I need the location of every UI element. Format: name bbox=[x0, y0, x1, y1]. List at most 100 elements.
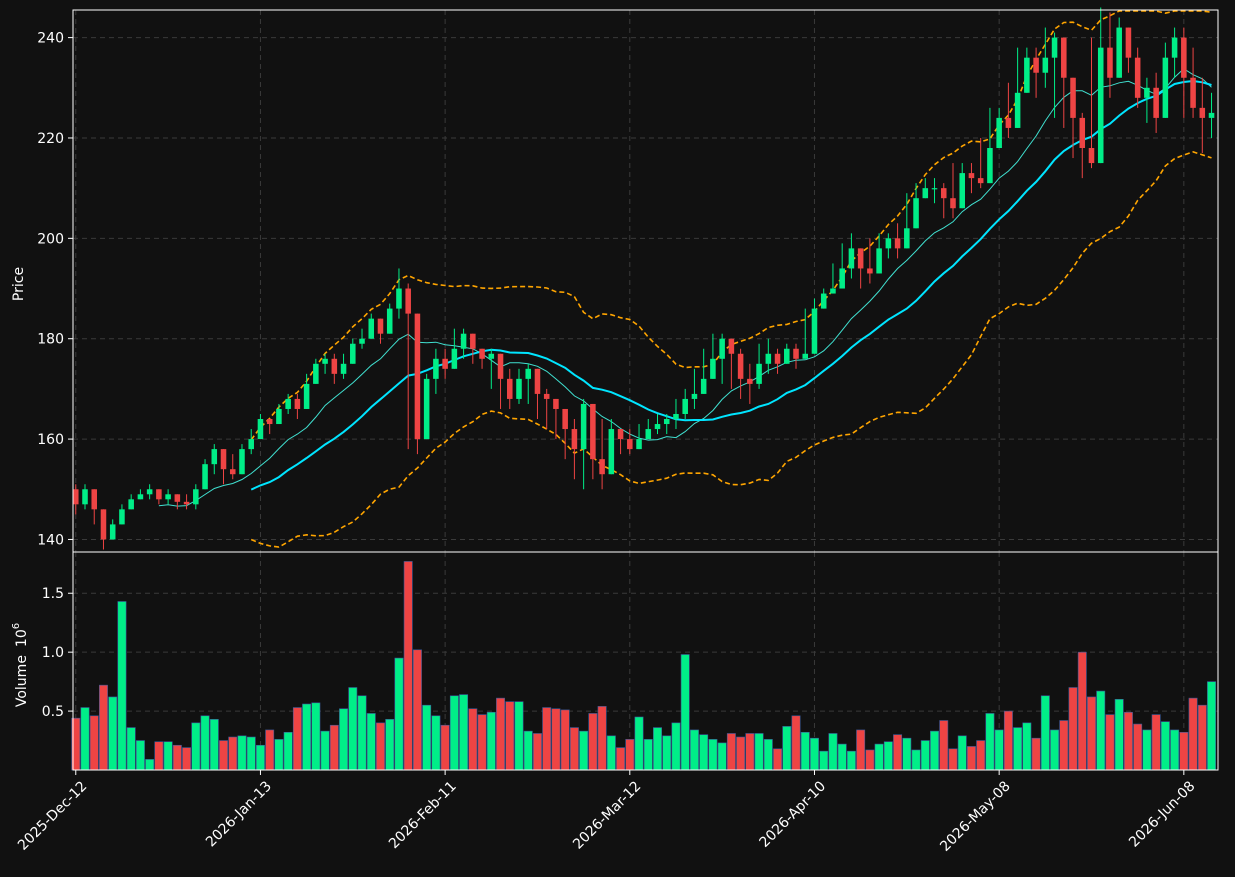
volume-bar bbox=[800, 731, 810, 771]
candle-body bbox=[119, 509, 125, 525]
candle-body bbox=[1107, 47, 1113, 78]
volume-bar bbox=[191, 722, 201, 771]
candle-body bbox=[802, 353, 809, 359]
candle-body bbox=[174, 494, 181, 502]
candle-body bbox=[1061, 37, 1067, 78]
volume-bar bbox=[1188, 697, 1198, 771]
volume-bar bbox=[1031, 737, 1041, 771]
volume-bar bbox=[1133, 723, 1143, 771]
candle-body bbox=[525, 368, 531, 379]
price-tick-label: 220 bbox=[37, 131, 64, 147]
volume-bar bbox=[99, 684, 108, 771]
volume-bar bbox=[874, 743, 884, 771]
volume-bar bbox=[533, 733, 542, 771]
candle-body bbox=[894, 238, 901, 249]
candle-body bbox=[876, 248, 882, 274]
price-panel-background bbox=[73, 10, 1218, 552]
candle-body bbox=[1070, 77, 1076, 118]
volume-panel: 0.5 1.0 1.5 Volume 106 bbox=[11, 551, 1219, 771]
volume-axis-label: Volume 106 bbox=[11, 623, 30, 707]
candle-body bbox=[183, 501, 190, 505]
candle-body bbox=[82, 489, 88, 505]
candle-body bbox=[747, 378, 753, 384]
volume-bar bbox=[699, 734, 709, 771]
candle-body bbox=[710, 358, 716, 379]
volume-bar bbox=[976, 740, 986, 771]
volume-bar bbox=[1179, 731, 1189, 771]
candle-body bbox=[590, 403, 596, 460]
volume-bar bbox=[172, 744, 182, 771]
candle-body bbox=[405, 288, 411, 314]
candle-body bbox=[202, 464, 208, 490]
candle-body bbox=[193, 489, 199, 505]
candle-body bbox=[553, 398, 559, 409]
price-tick-label: 180 bbox=[37, 332, 64, 348]
volume-bar bbox=[597, 706, 607, 771]
volume-bar bbox=[255, 744, 265, 771]
candle-body bbox=[322, 358, 328, 364]
candle-body bbox=[1153, 87, 1159, 118]
volume-bar bbox=[311, 702, 321, 771]
volume-bar bbox=[579, 730, 589, 771]
volume-bar bbox=[145, 759, 155, 771]
candle-body bbox=[1014, 92, 1021, 128]
volume-bar bbox=[745, 733, 755, 771]
volume-bar bbox=[939, 720, 949, 771]
price-axis-label: Price bbox=[11, 267, 27, 301]
volume-bar bbox=[717, 742, 727, 771]
volume-bar bbox=[810, 737, 819, 771]
candles bbox=[73, 7, 1215, 550]
volume-bar bbox=[1059, 720, 1069, 771]
volume-bar bbox=[514, 701, 524, 771]
candle-body bbox=[839, 268, 845, 289]
candle-body bbox=[996, 117, 1002, 149]
volume-bar bbox=[634, 716, 644, 771]
volume-bar bbox=[1077, 651, 1087, 771]
volume-bar bbox=[182, 747, 192, 771]
volume-bar bbox=[228, 736, 238, 771]
volume-bar bbox=[108, 696, 118, 771]
candle-body bbox=[617, 429, 624, 440]
candle-body bbox=[128, 499, 134, 510]
volume-bar bbox=[431, 715, 441, 771]
candle-body bbox=[904, 228, 910, 249]
volume-bar bbox=[1207, 681, 1216, 771]
candle-body bbox=[562, 408, 568, 430]
price-y-ticks: 140 160 180 200 220 240 bbox=[37, 31, 73, 548]
volume-bar bbox=[1197, 704, 1207, 771]
volume-bar bbox=[643, 739, 653, 771]
candle-body bbox=[386, 308, 393, 334]
volume-bar bbox=[246, 736, 256, 771]
candle-body bbox=[673, 413, 679, 420]
ma-fast-line bbox=[158, 68, 1212, 507]
candle-body bbox=[968, 173, 975, 179]
volume-bar bbox=[1022, 722, 1032, 771]
candle-body bbox=[479, 348, 485, 359]
candle-body bbox=[608, 429, 615, 475]
volume-bar bbox=[819, 750, 829, 771]
candle-body bbox=[331, 358, 338, 374]
candle-body bbox=[516, 378, 522, 399]
volume-bar bbox=[893, 734, 903, 771]
volume-bar bbox=[763, 739, 773, 771]
candle-body bbox=[368, 318, 375, 339]
candle-body bbox=[599, 459, 605, 475]
candle-body bbox=[442, 358, 448, 369]
candle-body bbox=[931, 188, 938, 190]
volume-bar bbox=[828, 733, 838, 771]
candle-body bbox=[340, 363, 347, 374]
volume-bar bbox=[80, 707, 90, 771]
volume-bar bbox=[653, 727, 662, 771]
volume-tick-label: 1.5 bbox=[42, 586, 64, 602]
volume-bar bbox=[542, 707, 552, 771]
candle-body bbox=[580, 403, 587, 450]
candle-body bbox=[820, 293, 827, 309]
volume-bar bbox=[920, 740, 930, 771]
candle-body bbox=[1125, 27, 1132, 58]
candle-body bbox=[303, 383, 310, 409]
volume-bar bbox=[846, 750, 856, 771]
volume-bar bbox=[357, 695, 367, 771]
price-tick-label: 160 bbox=[37, 432, 64, 448]
volume-bar bbox=[89, 715, 99, 771]
